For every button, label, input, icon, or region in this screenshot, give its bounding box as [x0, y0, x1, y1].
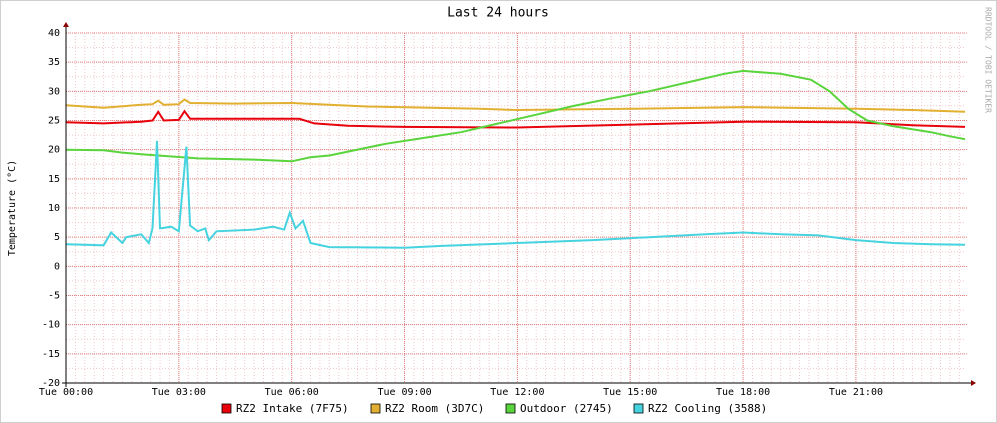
- chart-title: Last 24 hours: [447, 6, 549, 21]
- legend: RZ2 Intake (7F75) RZ2 Room (3D7C) Outdoor …: [221, 402, 767, 415]
- legend-swatch: [370, 403, 381, 414]
- legend-label: Outdoor (2745): [520, 402, 613, 415]
- y-tick-label: 30: [48, 86, 60, 97]
- legend-swatch: [505, 403, 516, 414]
- x-tick-label: Tue 15:00: [603, 387, 657, 398]
- series-line: [65, 109, 966, 129]
- y-tick-label: 35: [48, 57, 60, 68]
- y-tick-label: -20: [42, 378, 60, 389]
- watermark: RRDTOOL / TOBI OETIKER: [984, 7, 993, 113]
- series-line: [65, 140, 966, 249]
- legend-label: RZ2 Cooling (3588): [648, 402, 767, 415]
- x-tick-label: Tue 00:00: [39, 387, 93, 398]
- axis-arrow: [971, 380, 976, 386]
- axes: -20 -15 -10 -5 0 5 10 15 20 25 30 35 40 Tue 00:00 Tue …: [39, 22, 976, 398]
- y-tick-label: -5: [48, 291, 60, 302]
- legend-label: RZ2 Room (3D7C): [385, 402, 484, 415]
- series-line: [65, 69, 966, 163]
- legend-swatch: [221, 403, 232, 414]
- legend-swatch: [633, 403, 644, 414]
- y-tick-label: 40: [48, 28, 60, 39]
- y-tick-label: 15: [48, 174, 60, 185]
- y-tick-label: 20: [48, 145, 60, 156]
- x-tick-label: Tue 12:00: [490, 387, 544, 398]
- y-tick-label: 5: [54, 232, 60, 243]
- x-tick-label: Tue 21:00: [829, 387, 883, 398]
- lines: [65, 69, 966, 249]
- y-tick-label: 10: [48, 203, 60, 214]
- y-tick-label: -15: [42, 349, 60, 360]
- x-tick-label: Tue 18:00: [716, 387, 770, 398]
- y-axis-label: Temperature (°C): [7, 160, 18, 256]
- x-tick-label: Tue 06:00: [265, 387, 319, 398]
- x-tick-label: Tue 03:00: [152, 387, 206, 398]
- y-tick-label: 25: [48, 116, 60, 127]
- series-line: [65, 98, 966, 113]
- x-tick-label: Tue 09:00: [377, 387, 431, 398]
- y-tick-label: -10: [42, 320, 60, 331]
- y-tick-label: 0: [54, 261, 60, 272]
- legend-label: RZ2 Intake (7F75): [236, 402, 349, 415]
- axis-arrow: [63, 22, 69, 27]
